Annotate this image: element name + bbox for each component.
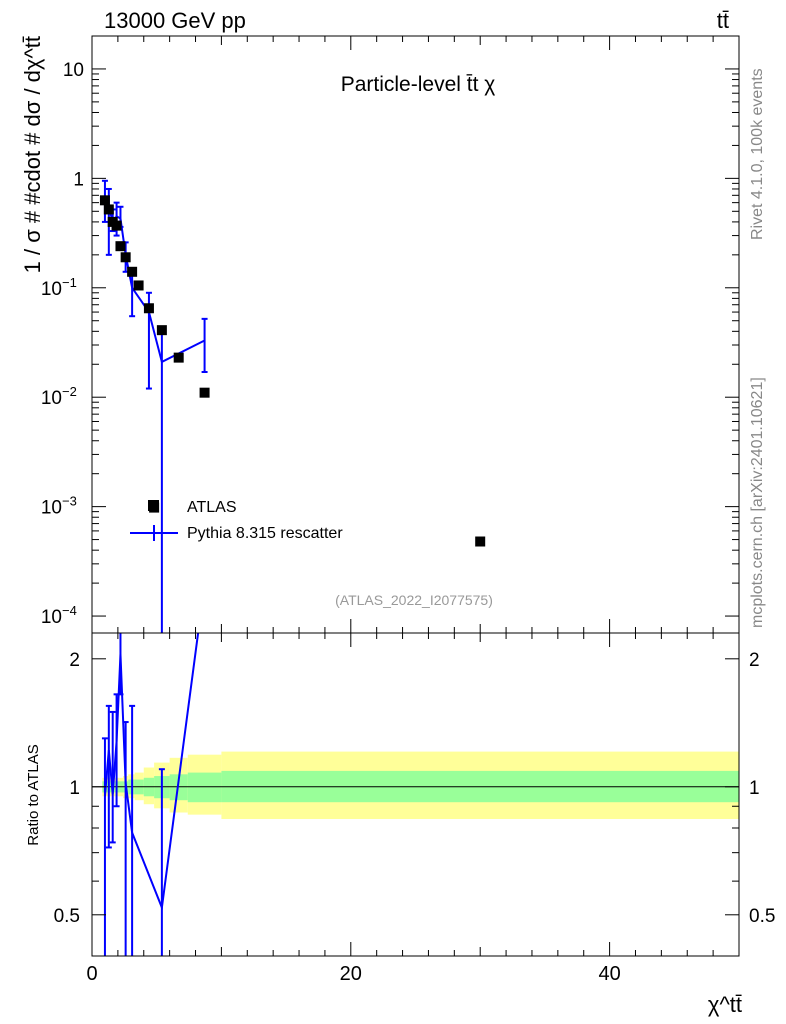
ratio-y-tick-label: 0.5	[54, 906, 80, 927]
x-tick-label: 20	[340, 963, 362, 985]
main-frame	[91, 35, 740, 634]
x-tick-label: 40	[598, 963, 620, 985]
ratio-y-tick-label: 2	[69, 650, 80, 671]
x-tick-label: 0	[86, 963, 97, 985]
y-tick-exponent: −2	[62, 384, 77, 399]
ratio-panel: 0.5 0.5 1 1 2 2 0 20 40 Ratio to ATLAS χ^tt̄	[25, 632, 776, 1017]
process-label: tt̄	[717, 8, 729, 33]
y-tick-label: 10	[41, 279, 62, 300]
y-tick-exponent: −4	[62, 603, 77, 618]
ratio-frame	[91, 632, 740, 957]
uncertainty-bands	[102, 751, 739, 819]
x-axis-label: χ^tt̄	[708, 992, 742, 1017]
data-point	[115, 241, 126, 252]
ratio-y-axis-label: Ratio to ATLAS	[25, 744, 42, 845]
rivet-label: Rivet 4.1.0, 100k events	[749, 68, 766, 240]
ratio-y-tick-label-right: 2	[749, 650, 760, 671]
legend-marker-atlas	[148, 500, 159, 511]
y-tick-label: 10	[41, 607, 62, 628]
analysis-watermark: (ATLAS_2022_I2077575)	[335, 592, 493, 608]
data-point	[156, 325, 167, 336]
ratio-y-tick-label: 1	[69, 778, 80, 799]
y-tick-label: 10	[41, 498, 62, 519]
y-tick-exponent: −1	[62, 275, 77, 290]
data-point	[173, 352, 184, 363]
main-axis-ticks	[91, 36, 740, 633]
green-band-segment	[187, 772, 222, 803]
data-point	[111, 220, 122, 231]
ratio-y-tick-label-right: 1	[749, 778, 760, 799]
legend-label-pythia: Pythia 8.315 rescatter	[187, 525, 343, 542]
y-tick-label: 1	[73, 169, 84, 190]
data-point	[475, 536, 486, 547]
ratio-axis-ticks	[91, 633, 740, 956]
ratio-y-tick-label-right: 0.5	[749, 906, 775, 927]
legend: ATLAS Pythia 8.315 rescatter	[130, 499, 343, 542]
data-point	[143, 303, 154, 314]
energy-label: 13000 GeV pp	[104, 8, 246, 33]
data-point	[127, 266, 138, 277]
y-tick-label: 10	[63, 60, 84, 81]
mcplots-label: mcplots.cern.ch [arXiv:2401.10621]	[749, 377, 766, 628]
y-axis-label: 1 / σ # #cdot # dσ / dχ^tt̄	[20, 36, 45, 273]
x-tick-labels: 0 20 40	[86, 963, 620, 985]
data-point	[133, 280, 144, 291]
legend-label-atlas: ATLAS	[187, 499, 237, 516]
ratio-series	[101, 632, 200, 956]
data-point	[199, 387, 210, 398]
y-tick-label: 10	[41, 388, 62, 409]
data-point	[103, 204, 114, 215]
data-point	[99, 195, 110, 206]
chart-title: Particle-level t̄t χ	[341, 73, 496, 96]
data-point	[120, 252, 131, 263]
data-series	[99, 195, 486, 547]
ratio-y-tick-labels: 0.5 0.5 1 1 2 2	[54, 650, 776, 927]
y-tick-exponent: −3	[62, 494, 77, 509]
